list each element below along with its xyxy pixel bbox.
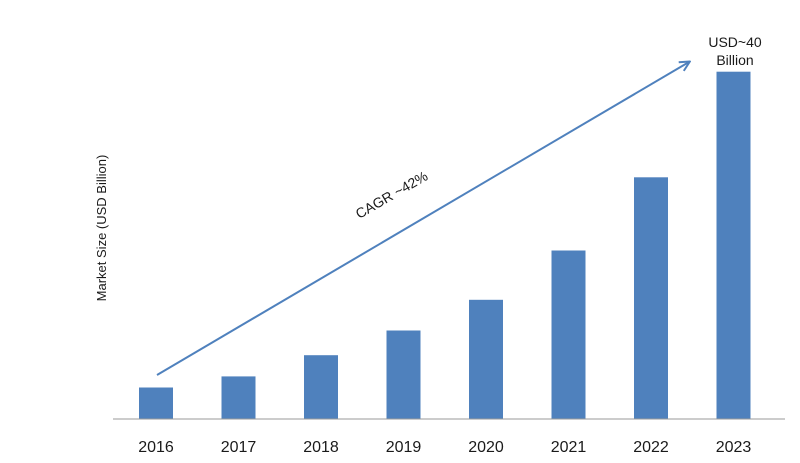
x-tick-label-2019: 2019: [386, 439, 422, 456]
bar-2021: [551, 250, 586, 419]
cagr-label: CAGR ~42%: [353, 168, 431, 222]
end-value-label-line1: USD~40: [708, 34, 762, 50]
x-tick-label-2023: 2023: [716, 439, 752, 456]
end-value-label-line2: Billion: [716, 52, 753, 68]
bar-2023: [716, 71, 751, 419]
x-tick-label-2017: 2017: [221, 439, 257, 456]
x-tick-label-2022: 2022: [633, 439, 669, 456]
cagr-arrow: [156, 62, 689, 376]
bar-2019: [386, 330, 421, 419]
y-axis-title: Market Size (USD Billion): [94, 155, 109, 302]
x-tick-labels: 2016 2017 2018 2019 2020 2021 2022 2023: [138, 439, 751, 456]
bar-2022: [634, 177, 668, 419]
x-tick-label-2021: 2021: [551, 439, 587, 456]
bar-2016: [139, 387, 173, 419]
bar-2018: [304, 355, 338, 419]
bar-2020: [469, 299, 503, 419]
bars-group: [139, 71, 751, 419]
x-tick-label-2020: 2020: [468, 439, 504, 456]
x-tick-label-2018: 2018: [303, 439, 339, 456]
x-tick-label-2016: 2016: [138, 439, 174, 456]
bar-2017: [221, 376, 256, 419]
